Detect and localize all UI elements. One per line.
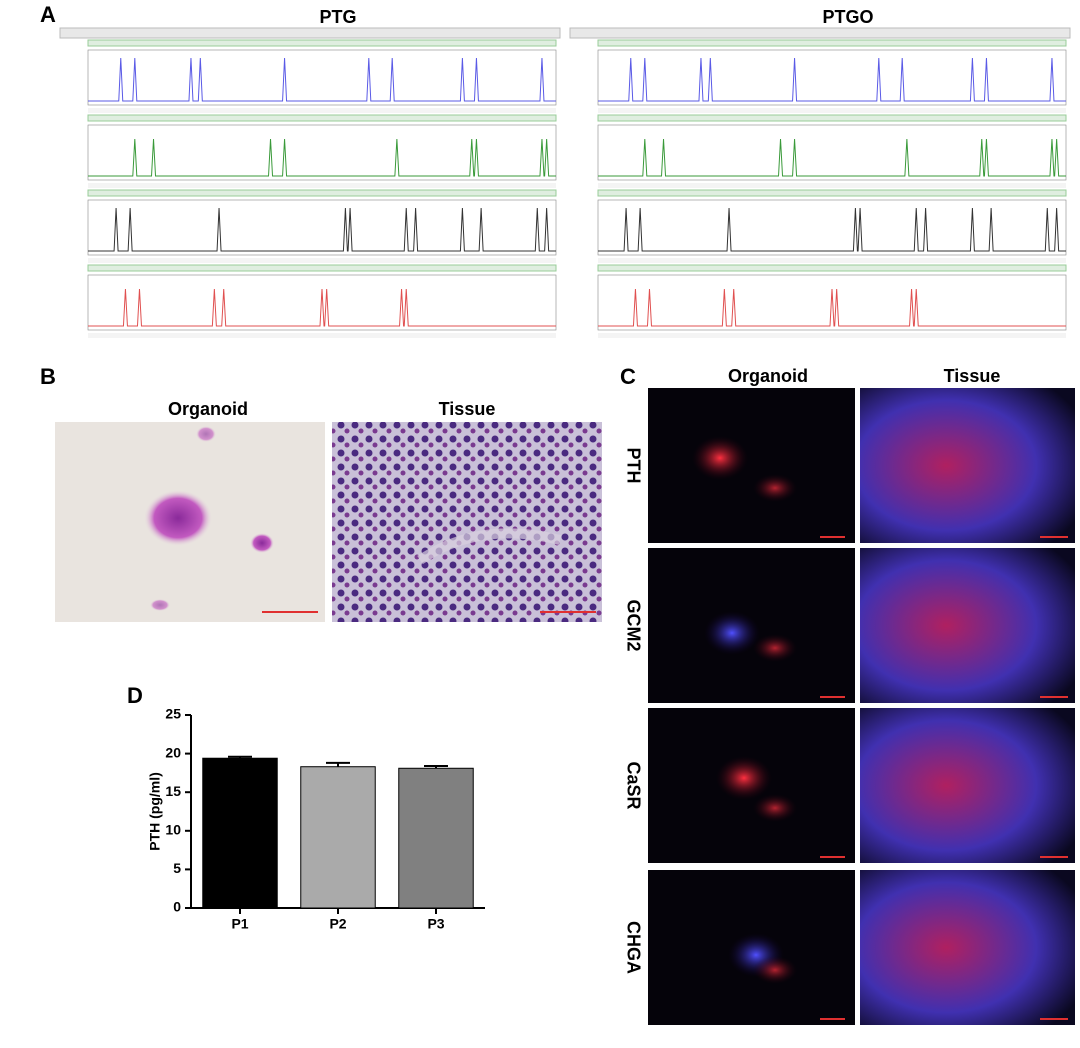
y-tick-label: 15 — [165, 783, 181, 799]
allele-bar — [598, 183, 1066, 188]
marker-bar — [87, 264, 557, 272]
error-bar — [326, 761, 350, 767]
column-title: Organoid — [168, 399, 248, 419]
organoid-signal — [753, 634, 797, 662]
error-bar — [228, 755, 252, 759]
trace — [88, 288, 556, 327]
marker-bar — [597, 39, 1067, 47]
panel-label: B — [40, 364, 56, 389]
row-label: GCM2 — [623, 599, 643, 651]
row-label: CHGA — [623, 921, 643, 974]
marker-bar — [87, 39, 557, 47]
bar — [202, 757, 278, 909]
y-tick-label: 20 — [165, 744, 181, 760]
trace-frame — [87, 199, 557, 256]
allele-bar — [598, 258, 1066, 263]
trace-frame — [87, 124, 557, 181]
x-tick-label: P1 — [231, 916, 248, 932]
marker-bar — [597, 189, 1067, 197]
trace — [88, 138, 556, 177]
error-bar — [424, 764, 448, 769]
row-label: PTH — [623, 448, 643, 484]
tissue-image — [860, 870, 1075, 1025]
trace — [598, 138, 1066, 177]
trace-frame — [597, 274, 1067, 331]
trace-frame — [597, 49, 1067, 106]
x-tick-label: P2 — [329, 916, 346, 932]
allele-bar — [598, 333, 1066, 338]
marker-bar — [87, 114, 557, 122]
y-tick-label: 10 — [165, 822, 181, 838]
bar-chart: 0 5 10 15 20 25 PTH (pg/ml) P1 P2 P3 — [147, 706, 485, 932]
trace — [598, 57, 1066, 102]
panel-label: D — [127, 683, 143, 708]
trace-frame — [597, 124, 1067, 181]
tissue-image — [860, 548, 1075, 703]
organoid-image — [648, 388, 855, 543]
y-tick-label: 25 — [165, 706, 181, 722]
he-tissue-image — [332, 422, 602, 622]
panel-title: PTGO — [822, 7, 873, 27]
bar — [300, 766, 376, 909]
organoid-signal — [753, 474, 797, 502]
immunofluorescence-grid: PTH GCM2 CaSR CHGA — [623, 388, 1075, 1025]
trace — [598, 207, 1066, 252]
column-title: Tissue — [944, 366, 1001, 386]
column-title: Organoid — [728, 366, 808, 386]
allele-bar — [88, 183, 556, 188]
panel-title: PTG — [319, 7, 356, 27]
y-tick-label: 0 — [173, 899, 181, 915]
toolbar — [59, 27, 561, 39]
y-axis-title: PTH (pg/ml) — [147, 772, 163, 851]
marker-bar — [597, 264, 1067, 272]
marker-bar — [87, 189, 557, 197]
panel-label: C — [620, 364, 636, 389]
tissue-image — [860, 708, 1075, 863]
toolbar — [569, 27, 1071, 39]
y-tick-label: 5 — [173, 860, 181, 876]
bar — [398, 767, 474, 909]
trace-frame — [87, 49, 557, 106]
trace — [88, 57, 556, 102]
trace-frame — [597, 199, 1067, 256]
organoid-signal — [753, 794, 797, 822]
organoid-signal — [692, 436, 748, 480]
organoid-signal — [704, 611, 760, 655]
allele-bar — [88, 108, 556, 113]
electropherograms — [59, 27, 1071, 338]
tissue-image — [860, 388, 1075, 543]
allele-bar — [598, 108, 1066, 113]
organoid-signal — [753, 956, 797, 984]
trace-frame — [87, 274, 557, 331]
he-organoid-image — [55, 422, 325, 622]
panel-label: A — [40, 2, 56, 27]
row-label: CaSR — [623, 761, 643, 809]
marker-bar — [597, 114, 1067, 122]
trace — [598, 288, 1066, 327]
x-tick-label: P3 — [427, 916, 444, 932]
column-title: Tissue — [439, 399, 496, 419]
organoid-signal — [716, 756, 772, 800]
allele-bar — [88, 333, 556, 338]
allele-bar — [88, 258, 556, 263]
trace — [88, 207, 556, 252]
